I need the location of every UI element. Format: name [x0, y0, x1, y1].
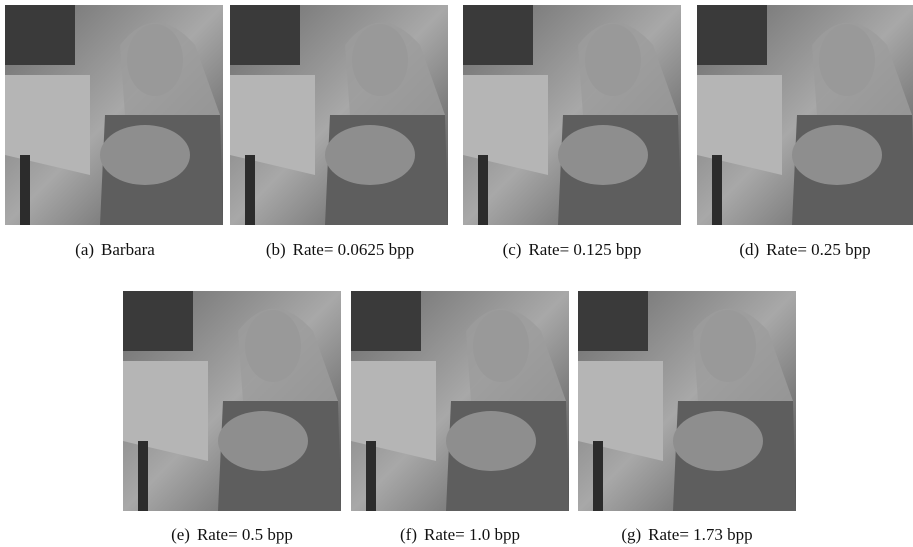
table-leg	[366, 441, 376, 511]
caption-label: (f)	[400, 525, 417, 544]
caption-caption: Rate= 0.125 bpp	[528, 240, 641, 259]
table-leg	[478, 155, 488, 225]
image-placeholder	[351, 291, 569, 511]
caption: (a) Barbara	[75, 240, 155, 260]
caption-label: (b)	[266, 240, 286, 259]
table-leg	[245, 155, 255, 225]
image-placeholder	[578, 291, 796, 511]
knee	[100, 125, 190, 185]
table-leg	[20, 155, 30, 225]
caption-caption: Rate= 1.0 bpp	[424, 525, 520, 544]
caption: (f) Rate= 1.0 bpp	[400, 525, 520, 545]
image-placeholder	[123, 291, 341, 511]
image-placeholder	[5, 5, 223, 225]
knee	[673, 411, 763, 471]
shelf	[230, 5, 300, 65]
caption: (c) Rate= 0.125 bpp	[503, 240, 642, 260]
caption: (d) Rate= 0.25 bpp	[739, 240, 870, 260]
knee	[446, 411, 536, 471]
knee	[218, 411, 308, 471]
caption: (e) Rate= 0.5 bpp	[171, 525, 293, 545]
shelf	[578, 291, 648, 351]
image-placeholder	[463, 5, 681, 225]
table-leg	[712, 155, 722, 225]
caption-label: (a)	[75, 240, 94, 259]
image-placeholder	[230, 5, 448, 225]
caption: (b) Rate= 0.0625 bpp	[266, 240, 414, 260]
shelf	[463, 5, 533, 65]
image-placeholder	[697, 5, 913, 225]
caption-caption: Rate= 0.25 bpp	[766, 240, 871, 259]
caption-label: (c)	[503, 240, 522, 259]
shelf	[123, 291, 193, 351]
caption: (g) Rate= 1.73 bpp	[621, 525, 752, 545]
caption-label: (g)	[621, 525, 641, 544]
caption-label: (d)	[739, 240, 759, 259]
caption-caption: Rate= 1.73 bpp	[648, 525, 753, 544]
figure: (a) Barbara (b) Rate= 0.0625 bpp (c) Rate= 0.…	[0, 0, 913, 547]
knee	[325, 125, 415, 185]
knee	[792, 125, 882, 185]
shelf	[697, 5, 767, 65]
table-leg	[138, 441, 148, 511]
knee	[558, 125, 648, 185]
caption-caption: Barbara	[101, 240, 155, 259]
caption-label: (e)	[171, 525, 190, 544]
shelf	[5, 5, 75, 65]
shelf	[351, 291, 421, 351]
caption-caption: Rate= 0.5 bpp	[197, 525, 293, 544]
table-leg	[593, 441, 603, 511]
caption-caption: Rate= 0.0625 bpp	[293, 240, 415, 259]
